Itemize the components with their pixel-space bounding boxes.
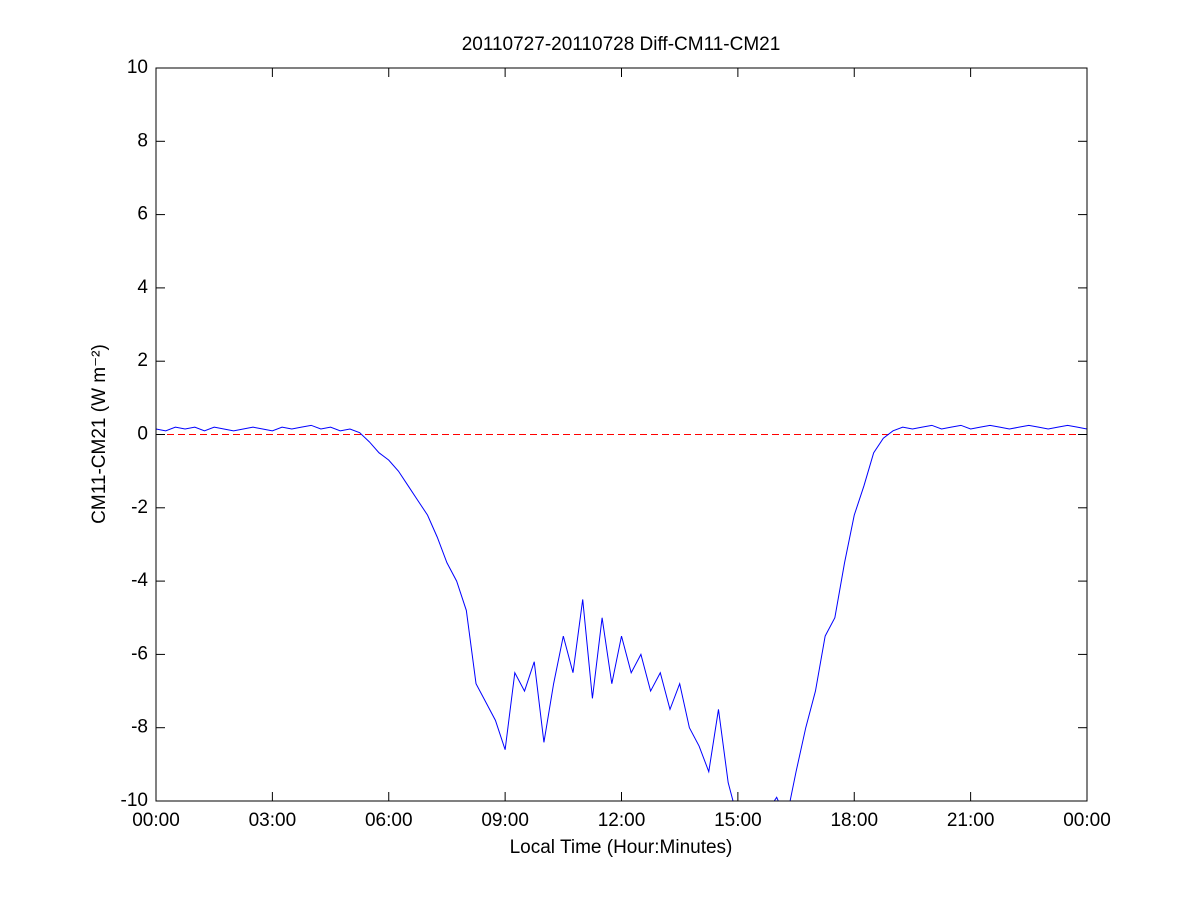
y-tick-label: -8 [131, 717, 148, 738]
y-tick-label: -10 [121, 790, 148, 811]
x-tick-label: 18:00 [830, 810, 878, 831]
x-tick-label: 03:00 [249, 810, 297, 831]
x-tick-label: 00:00 [1063, 810, 1111, 831]
x-tick-label: 06:00 [365, 810, 413, 831]
y-tick-label: 8 [137, 130, 148, 151]
y-tick-label: 4 [137, 277, 148, 298]
y-tick-label: -6 [131, 643, 148, 664]
y-tick-label: 6 [137, 204, 148, 225]
x-tick-label: 09:00 [481, 810, 529, 831]
y-tick-label: -4 [131, 570, 148, 591]
chart-title: 20110727-20110728 Diff-CM11-CM21 [462, 34, 781, 55]
plot-area [156, 424, 1087, 801]
y-tick-label: 0 [137, 424, 148, 445]
y-tick-label: 10 [127, 57, 148, 78]
data-line [156, 424, 1087, 801]
x-tick-label: 15:00 [714, 810, 762, 831]
x-tick-label: 12:00 [598, 810, 646, 831]
x-tick-label: 21:00 [947, 810, 995, 831]
x-tick-label: 00:00 [132, 810, 180, 831]
x-axis-label: Local Time (Hour:Minutes) [510, 837, 733, 858]
y-tick-label: -2 [131, 497, 148, 518]
y-axis-label: CM11-CM21 (W m⁻²) [89, 344, 110, 524]
y-tick-label: 2 [137, 350, 148, 371]
